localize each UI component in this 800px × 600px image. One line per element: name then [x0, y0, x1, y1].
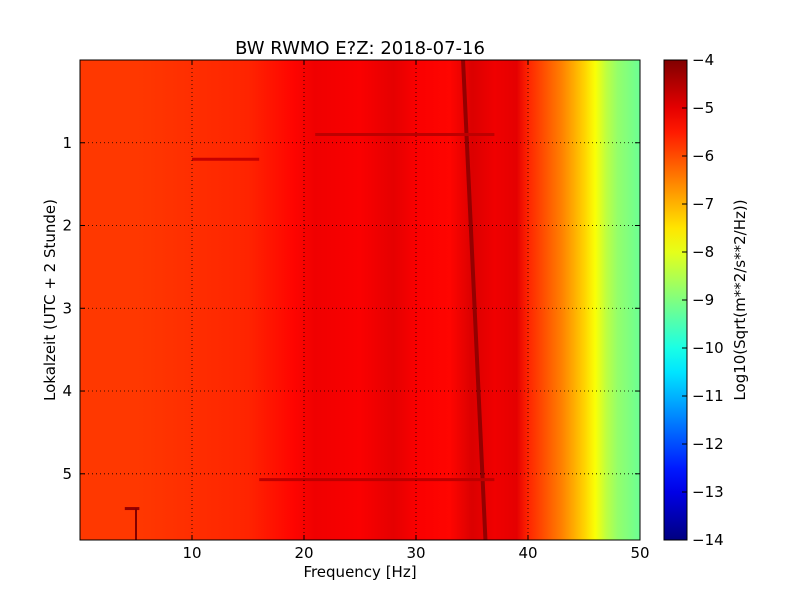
y-axis: 1 2 3 4 5	[62, 134, 640, 483]
y-tick-label: 4	[62, 382, 72, 400]
colorbar-tick-label: −5	[692, 99, 714, 117]
y-tick-label: 3	[62, 299, 72, 317]
colorbar-tick-label: −6	[692, 147, 714, 165]
colorbar-tick-label: −12	[692, 435, 724, 453]
colorbar-tick-label: −10	[692, 339, 724, 357]
x-tick-label: 30	[406, 544, 425, 562]
colorbar-tick-label: −8	[692, 243, 714, 261]
plot-area-frame	[79, 59, 641, 541]
grid-lines	[80, 60, 640, 540]
y-tick-label: 1	[62, 134, 72, 152]
y-tick-label: 2	[62, 217, 72, 235]
x-tick-label: 20	[294, 544, 313, 562]
colorbar-label: Log10(Sqrt(m**2/s**2/Hz))	[731, 199, 749, 400]
colorbar-tick-label: −9	[692, 291, 714, 309]
colorbar: −4 −5 −6 −7 −8 −9 −10 −11 −12 −13 −14	[663, 51, 724, 549]
colorbar-tick-label: −7	[692, 195, 714, 213]
y-axis-label: Lokalzeit (UTC + 2 Stunde)	[41, 199, 59, 401]
spectrogram-heatmap	[80, 59, 640, 541]
x-axis: 10 20 30 40 50	[182, 60, 650, 562]
chart-title: BW RWMO E?Z: 2018-07-16	[235, 38, 485, 59]
colorbar-tick-label: −13	[692, 483, 724, 501]
x-tick-label: 40	[518, 544, 537, 562]
x-tick-label: 50	[630, 544, 649, 562]
colorbar-tick-label: −4	[692, 51, 714, 69]
colorbar-tick-label: −11	[692, 387, 724, 405]
spectrogram-background	[80, 60, 640, 540]
drifting-spectral-line	[461, 59, 488, 541]
colorbar-tick-label: −14	[692, 531, 724, 549]
x-axis-label: Frequency [Hz]	[303, 563, 416, 581]
x-tick-label: 10	[182, 544, 201, 562]
y-tick-label: 5	[62, 465, 72, 483]
